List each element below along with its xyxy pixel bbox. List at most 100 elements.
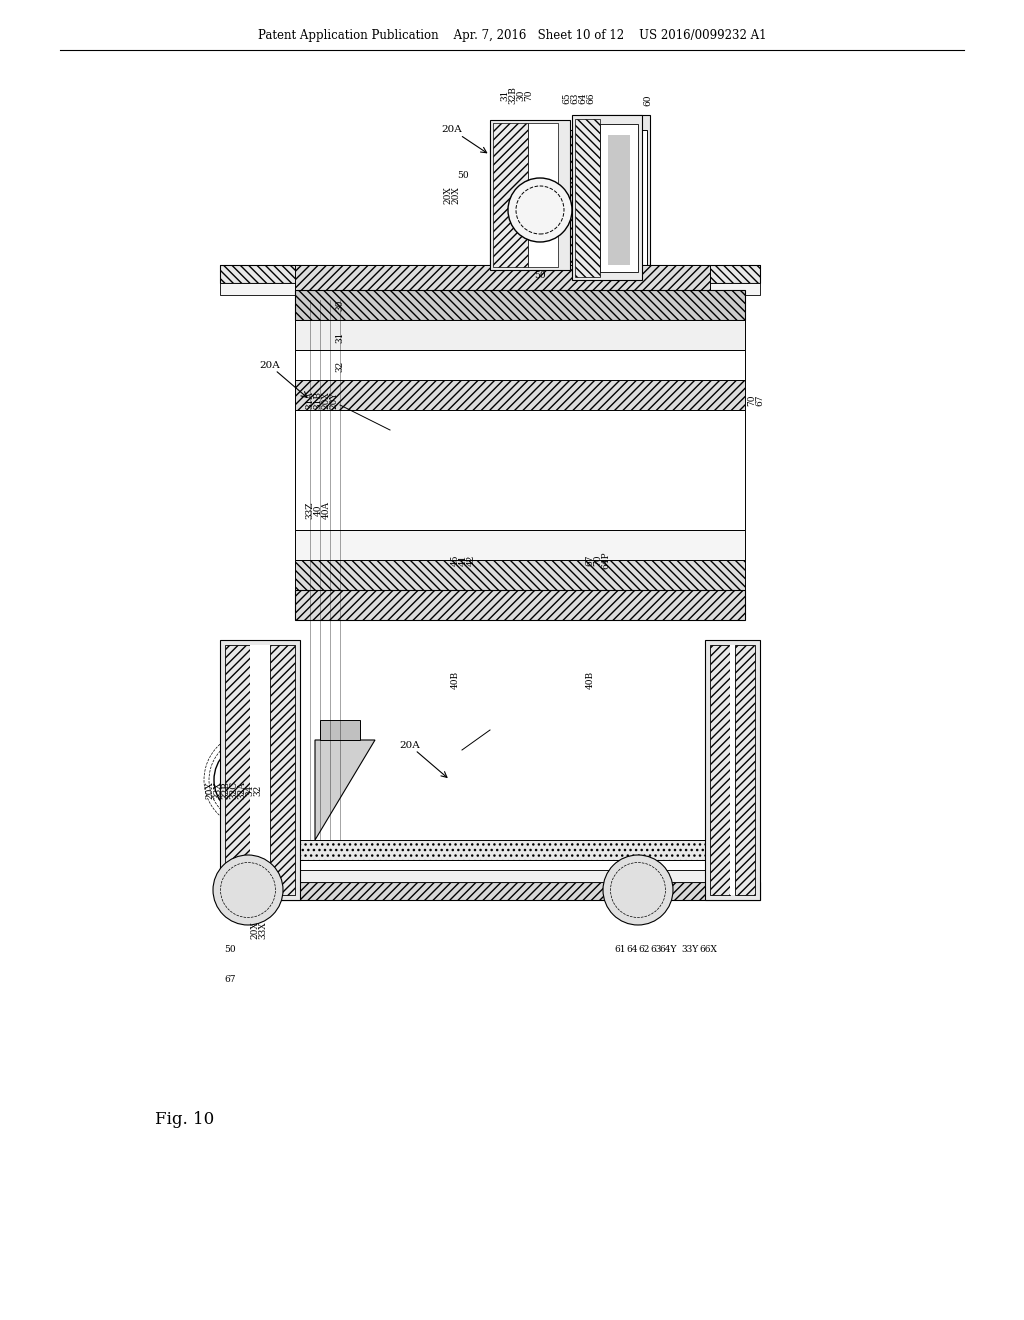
Text: 40B: 40B: [451, 671, 460, 689]
Text: 66X: 66X: [699, 945, 717, 954]
Polygon shape: [315, 741, 375, 840]
Text: 20X: 20X: [251, 921, 259, 939]
Circle shape: [213, 855, 283, 925]
Text: 20A: 20A: [260, 360, 281, 370]
Bar: [220, 870, 760, 882]
Bar: [295, 531, 745, 560]
Bar: [608, 135, 630, 265]
Circle shape: [603, 855, 673, 925]
Bar: [295, 469, 710, 477]
Bar: [220, 265, 760, 282]
Text: 64P: 64P: [601, 552, 610, 569]
Bar: [220, 265, 760, 282]
Bar: [295, 590, 745, 620]
Bar: [319, 719, 360, 741]
Bar: [575, 119, 600, 277]
Text: Fig. 10: Fig. 10: [155, 1111, 214, 1129]
Bar: [295, 265, 710, 300]
Bar: [705, 640, 760, 900]
Text: 66: 66: [587, 92, 596, 104]
Text: 67: 67: [586, 554, 595, 566]
Text: 33Z: 33Z: [305, 502, 314, 519]
Text: 63: 63: [570, 92, 580, 104]
Bar: [735, 645, 755, 895]
Text: 42: 42: [467, 554, 475, 566]
Bar: [220, 282, 760, 294]
Text: 32: 32: [254, 784, 262, 796]
Bar: [600, 124, 638, 272]
Bar: [295, 380, 745, 411]
Bar: [710, 645, 730, 895]
Bar: [493, 123, 528, 267]
Bar: [730, 645, 735, 895]
Text: 20Y: 20Y: [330, 391, 339, 409]
Text: 20X: 20X: [206, 781, 214, 799]
Text: 32C: 32C: [229, 781, 239, 799]
Bar: [310, 327, 695, 447]
Bar: [220, 840, 760, 861]
Text: 20X: 20X: [452, 186, 461, 203]
Bar: [250, 645, 270, 895]
Text: 41: 41: [459, 554, 468, 566]
Text: 32B: 32B: [221, 781, 230, 799]
Text: 50: 50: [457, 170, 469, 180]
Text: 40B: 40B: [586, 671, 595, 689]
Bar: [295, 350, 745, 380]
Text: 33X: 33X: [258, 921, 267, 939]
Bar: [295, 477, 710, 511]
Bar: [295, 300, 710, 308]
Bar: [295, 560, 745, 590]
Text: 32A: 32A: [238, 781, 247, 799]
Text: 70: 70: [524, 90, 534, 100]
Bar: [580, 115, 650, 290]
Text: 60: 60: [643, 94, 652, 106]
Text: 31A: 31A: [305, 391, 314, 409]
Text: 67: 67: [224, 975, 236, 985]
Circle shape: [508, 178, 572, 242]
Text: 63: 63: [650, 945, 662, 954]
Text: 30: 30: [336, 300, 344, 310]
Bar: [220, 640, 300, 900]
Bar: [295, 319, 745, 350]
Bar: [620, 140, 640, 271]
Text: 70: 70: [748, 395, 757, 405]
Text: 45: 45: [451, 554, 460, 566]
Bar: [528, 123, 558, 267]
Bar: [505, 145, 560, 255]
Bar: [585, 120, 610, 285]
Text: 65: 65: [562, 92, 571, 104]
Text: 20A: 20A: [399, 741, 421, 750]
Text: 31B: 31B: [313, 391, 323, 409]
Text: 50: 50: [535, 271, 546, 280]
Text: 67: 67: [756, 395, 765, 405]
Bar: [295, 308, 710, 469]
Text: 20X: 20X: [322, 391, 331, 409]
Text: 31: 31: [501, 90, 510, 100]
Text: 30: 30: [516, 90, 525, 100]
Bar: [490, 120, 570, 271]
Text: 33X: 33X: [213, 781, 222, 799]
Text: 64: 64: [627, 945, 638, 954]
Bar: [295, 290, 745, 319]
Text: 34: 34: [246, 784, 255, 796]
Bar: [270, 645, 295, 895]
Bar: [295, 411, 745, 531]
Text: 20X: 20X: [443, 186, 453, 203]
Text: 50: 50: [224, 945, 236, 954]
Text: 32B: 32B: [509, 86, 517, 104]
Text: 33Y: 33Y: [681, 945, 698, 954]
Text: 40: 40: [313, 504, 323, 516]
Bar: [490, 129, 575, 271]
Text: 40A: 40A: [322, 502, 331, 519]
Bar: [220, 882, 760, 900]
Text: 20A: 20A: [441, 125, 463, 135]
Text: Patent Application Publication    Apr. 7, 2016   Sheet 10 of 12    US 2016/00992: Patent Application Publication Apr. 7, 2…: [258, 29, 766, 41]
Text: 64Y: 64Y: [659, 945, 677, 954]
Bar: [612, 129, 647, 280]
Text: 31: 31: [336, 331, 344, 343]
Text: 61: 61: [614, 945, 626, 954]
Bar: [572, 115, 642, 280]
Text: 62: 62: [638, 945, 649, 954]
Text: 70: 70: [594, 554, 602, 566]
Text: 64: 64: [579, 92, 588, 104]
